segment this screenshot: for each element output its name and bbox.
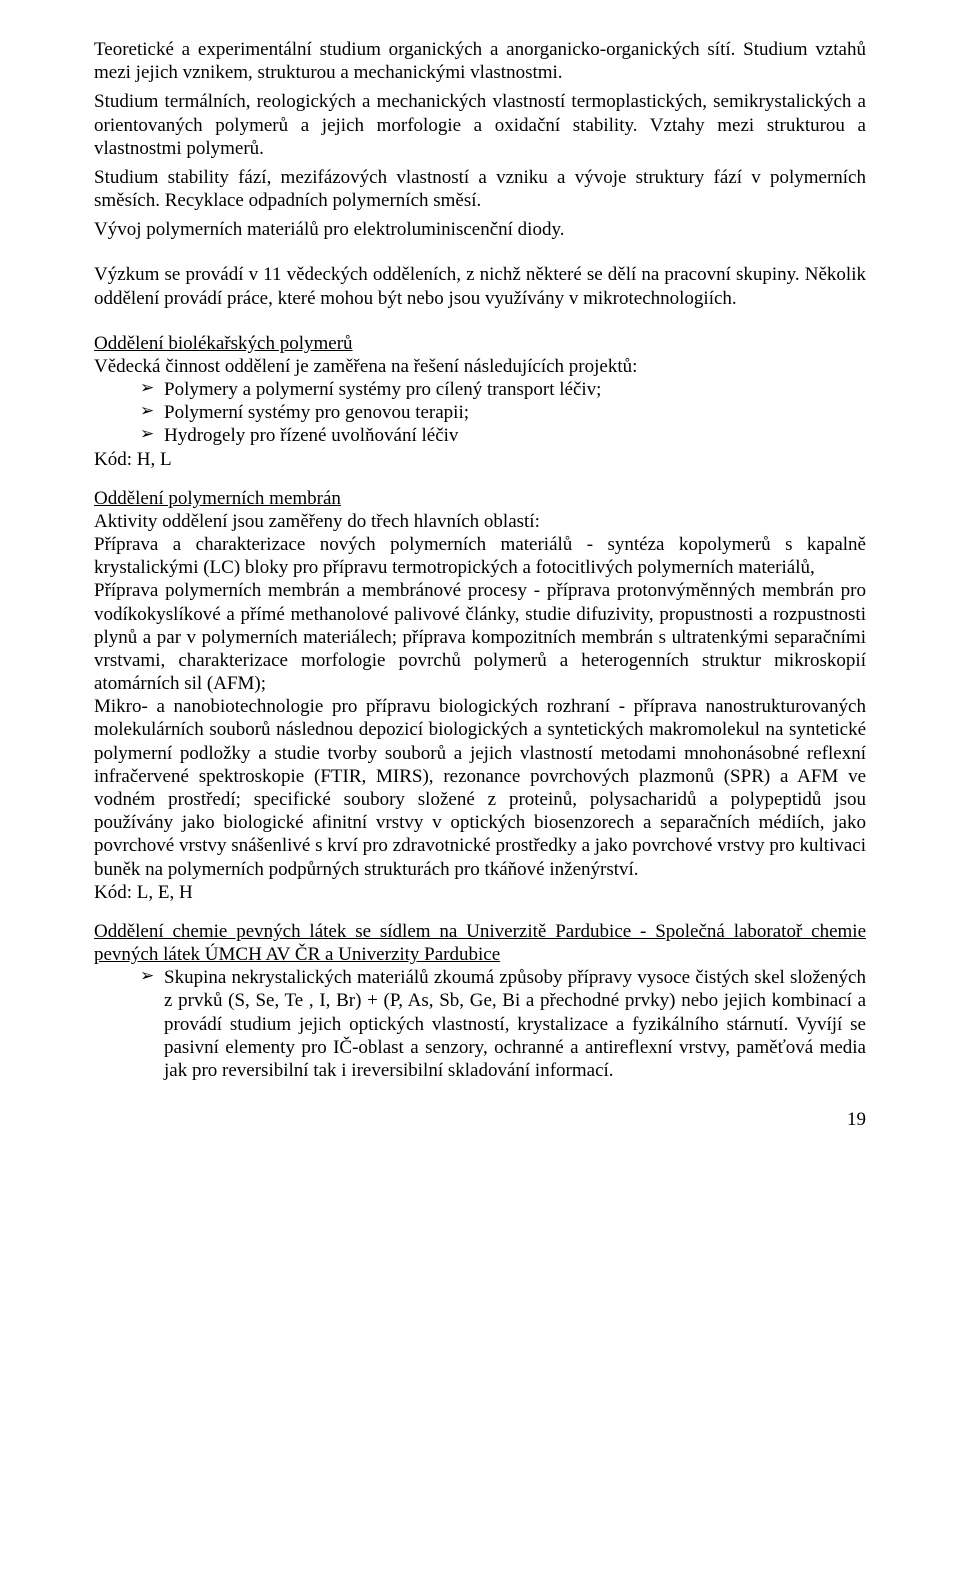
dept2-p2: Příprava polymerních membrán a membránov… <box>94 579 866 695</box>
dept2-lead: Aktivity oddělení jsou zaměřeny do třech… <box>94 510 866 533</box>
dept1-code: Kód: H, L <box>94 448 866 471</box>
research-scope: Výzkum se provádí v 11 vědeckých oddělen… <box>94 263 866 309</box>
dept1-item: Polymery a polymerní systémy pro cílený … <box>140 378 866 401</box>
dept2-code: Kód: L, E, H <box>94 881 866 904</box>
dept2-title: Oddělení polymerních membrán <box>94 487 866 510</box>
intro-p3: Studium stability fází, mezifázových vla… <box>94 166 866 212</box>
dept1-item: Polymerní systémy pro genovou terapii; <box>140 401 866 424</box>
intro-p1: Teoretické a experimentální studium orga… <box>94 38 866 84</box>
dept1-list: Polymery a polymerní systémy pro cílený … <box>94 378 866 448</box>
intro-p4: Vývoj polymerních materiálů pro elektrol… <box>94 218 866 241</box>
dept1-lead: Vědecká činnost oddělení je zaměřena na … <box>94 355 866 378</box>
intro-p2: Studium termálních, reologických a mecha… <box>94 90 866 160</box>
dept2-p3: Mikro- a nanobiotechnologie pro přípravu… <box>94 695 866 880</box>
dept3-list: Skupina nekrystalických materiálů zkoumá… <box>94 966 866 1082</box>
dept3-title-text: Oddělení chemie pevných látek se sídlem … <box>94 921 866 965</box>
page-number: 19 <box>94 1108 866 1131</box>
dept3-item: Skupina nekrystalických materiálů zkoumá… <box>140 966 866 1082</box>
dept3-title: Oddělení chemie pevných látek se sídlem … <box>94 920 866 966</box>
dept1-item: Hydrogely pro řízené uvolňování léčiv <box>140 424 866 447</box>
dept2-p1: Příprava a charakterizace nových polymer… <box>94 533 866 579</box>
dept1-title: Oddělení biolékařských polymerů <box>94 332 866 355</box>
dept1-title-text: Oddělení biolékařských polymerů <box>94 333 353 354</box>
dept2-title-text: Oddělení polymerních membrán <box>94 488 341 509</box>
